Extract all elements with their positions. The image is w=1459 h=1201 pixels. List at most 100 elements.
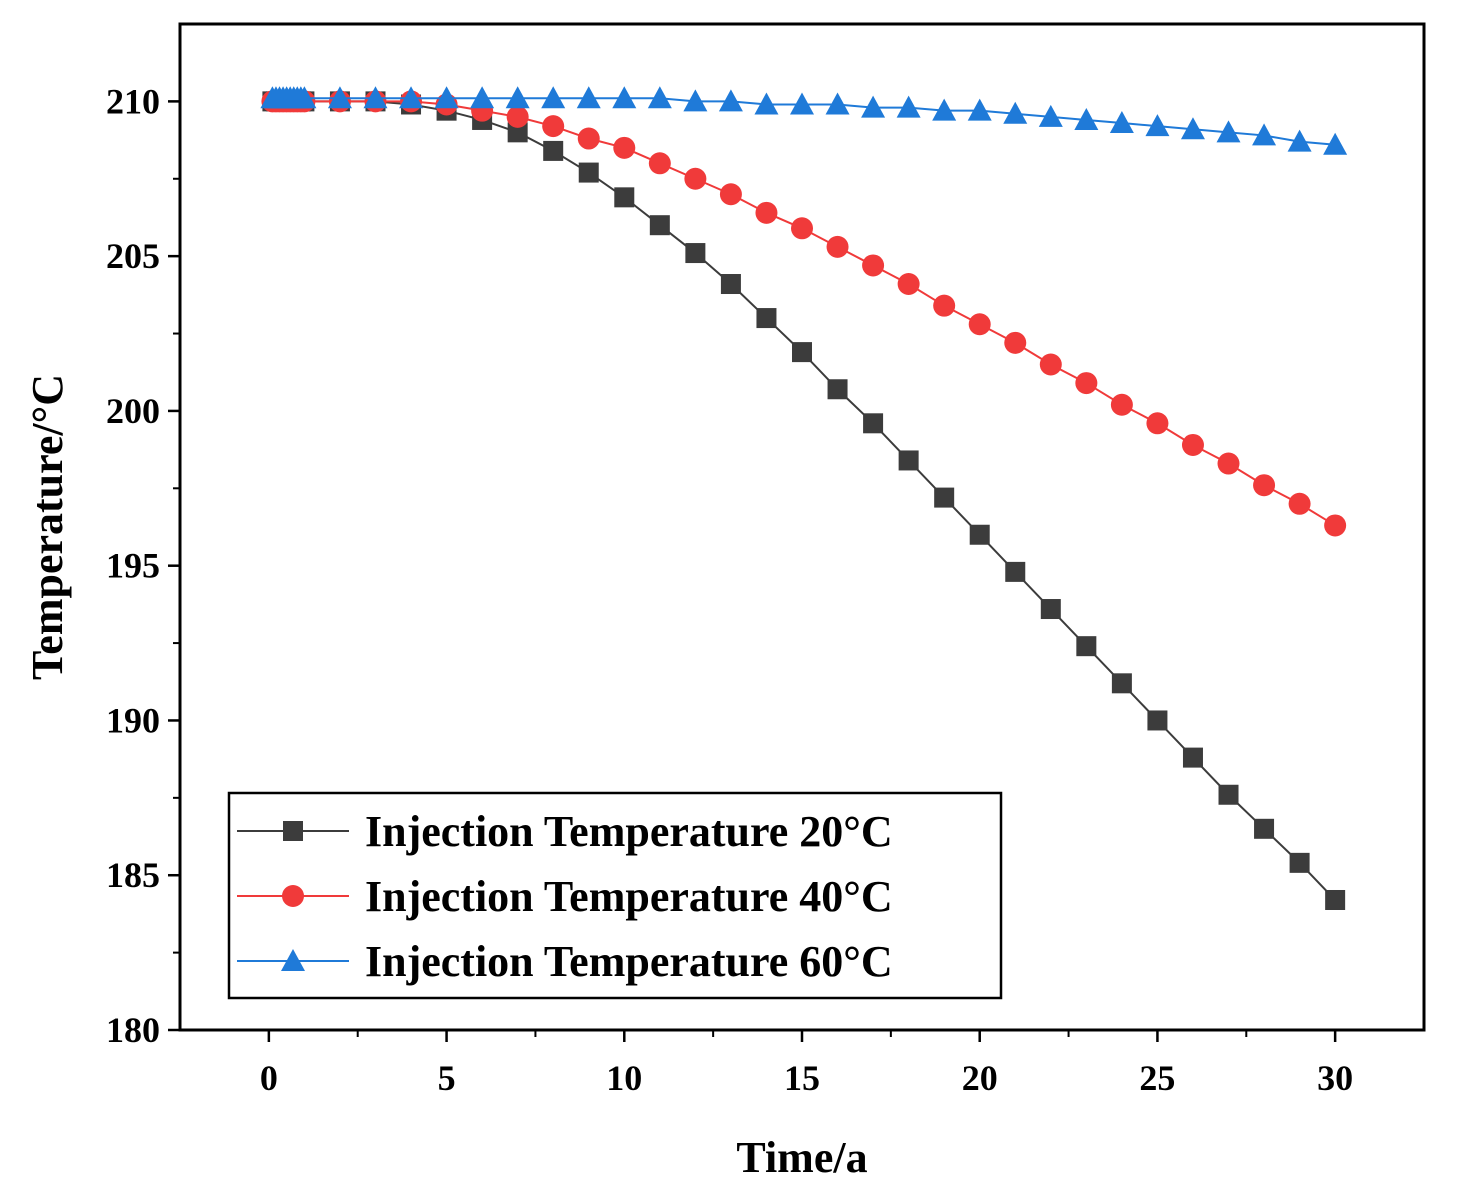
series-3 <box>260 86 1348 155</box>
data-point-triangle <box>1109 111 1134 134</box>
data-point-triangle <box>790 92 814 115</box>
data-point-triangle <box>896 95 921 118</box>
data-point-triangle <box>1252 123 1277 146</box>
data-point-square <box>756 308 777 329</box>
data-point-triangle <box>363 86 388 109</box>
data-point-square <box>898 450 919 471</box>
x-tick-label: 10 <box>606 1058 642 1098</box>
data-point-triangle <box>399 86 424 109</box>
data-point-triangle <box>470 86 495 109</box>
data-point-circle <box>1288 492 1311 515</box>
y-tick-label: 180 <box>106 1010 160 1050</box>
data-point-square <box>543 140 564 161</box>
data-point-triangle <box>1180 117 1205 140</box>
series-1 <box>262 91 1346 910</box>
data-point-square <box>969 524 990 545</box>
legend-item-3: Injection Temperature 60°C <box>237 937 893 986</box>
x-tick-label: 25 <box>1139 1058 1175 1098</box>
y-tick-label: 195 <box>106 546 160 586</box>
data-point-square <box>283 821 303 841</box>
data-point-square <box>578 162 599 183</box>
legend-label: Injection Temperature 60°C <box>365 937 893 986</box>
data-point-triangle <box>1323 132 1348 155</box>
data-point-triangle <box>434 86 459 109</box>
data-point-square <box>1040 599 1061 620</box>
data-point-triangle <box>327 86 352 109</box>
data-point-square <box>649 215 670 236</box>
data-point-triangle <box>281 949 305 971</box>
data-point-circle <box>968 313 991 336</box>
data-point-circle <box>1110 393 1133 416</box>
data-point-triangle <box>825 92 850 115</box>
data-point-triangle <box>505 86 530 109</box>
data-point-square <box>1111 673 1132 694</box>
data-point-triangle <box>1287 129 1312 152</box>
data-point-circle <box>1217 452 1240 475</box>
y-tick-label: 190 <box>106 700 160 740</box>
x-tick-label: 0 <box>260 1058 278 1098</box>
data-point-triangle <box>932 98 957 121</box>
data-point-triangle <box>1038 104 1063 127</box>
data-point-circle <box>542 115 565 138</box>
data-point-triangle <box>754 92 779 115</box>
data-point-square <box>1076 636 1097 657</box>
x-axis-title: Time/a <box>736 1133 867 1182</box>
data-point-square <box>1254 818 1275 839</box>
data-point-square <box>1005 561 1026 582</box>
data-point-circle <box>755 201 778 224</box>
data-point-circle <box>506 105 529 128</box>
series-layer <box>260 86 1348 910</box>
data-point-triangle <box>718 89 743 112</box>
data-point-circle <box>613 136 636 159</box>
data-point-square <box>1218 784 1239 805</box>
data-point-square <box>614 187 635 208</box>
data-point-square <box>1289 852 1310 873</box>
data-point-circle <box>826 235 849 258</box>
y-tick-label: 200 <box>106 391 160 431</box>
data-point-circle <box>1324 514 1347 537</box>
x-tick-label: 20 <box>962 1058 998 1098</box>
y-axis-title: Temperature/°C <box>23 374 72 680</box>
data-point-triangle <box>1216 120 1241 143</box>
series-2 <box>261 90 1347 537</box>
data-point-square <box>507 122 528 143</box>
data-point-circle <box>1075 372 1098 395</box>
data-point-circle <box>1181 433 1204 456</box>
data-point-circle <box>1004 331 1027 354</box>
data-point-triangle <box>683 89 708 112</box>
x-tick-label: 15 <box>784 1058 820 1098</box>
data-point-triangle <box>967 98 992 121</box>
legend-label: Injection Temperature 20°C <box>365 807 893 856</box>
data-point-circle <box>933 294 956 317</box>
data-point-triangle <box>576 86 601 109</box>
data-point-square <box>827 379 848 400</box>
data-point-circle <box>648 152 671 175</box>
legend-label: Injection Temperature 40°C <box>365 872 893 921</box>
data-point-square <box>720 274 741 295</box>
data-point-triangle <box>1074 107 1099 130</box>
data-point-circle <box>897 273 920 296</box>
x-tick-label: 5 <box>438 1058 456 1098</box>
data-point-circle <box>862 254 885 277</box>
data-point-square <box>1182 747 1203 768</box>
data-point-square <box>863 413 884 434</box>
x-tick-label: 30 <box>1317 1058 1353 1098</box>
data-point-circle <box>577 127 600 150</box>
data-point-square <box>934 487 955 508</box>
legend-box <box>227 791 1003 1000</box>
legend: Injection Temperature 20°C Injection Temp… <box>227 791 1003 1000</box>
legend-item-2: Injection Temperature 40°C <box>237 872 893 921</box>
data-point-square <box>1147 710 1168 731</box>
y-tick-label: 210 <box>106 81 160 121</box>
data-point-circle <box>282 885 304 907</box>
data-point-circle <box>719 183 742 206</box>
data-point-triangle <box>1145 114 1170 137</box>
legend-item-1: Injection Temperature 20°C <box>237 807 893 856</box>
data-point-circle <box>1039 353 1062 376</box>
data-point-square <box>685 243 706 264</box>
data-point-triangle <box>647 86 672 109</box>
y-tick-label: 205 <box>106 236 160 276</box>
data-point-triangle <box>861 95 886 118</box>
data-point-circle <box>1146 412 1169 435</box>
